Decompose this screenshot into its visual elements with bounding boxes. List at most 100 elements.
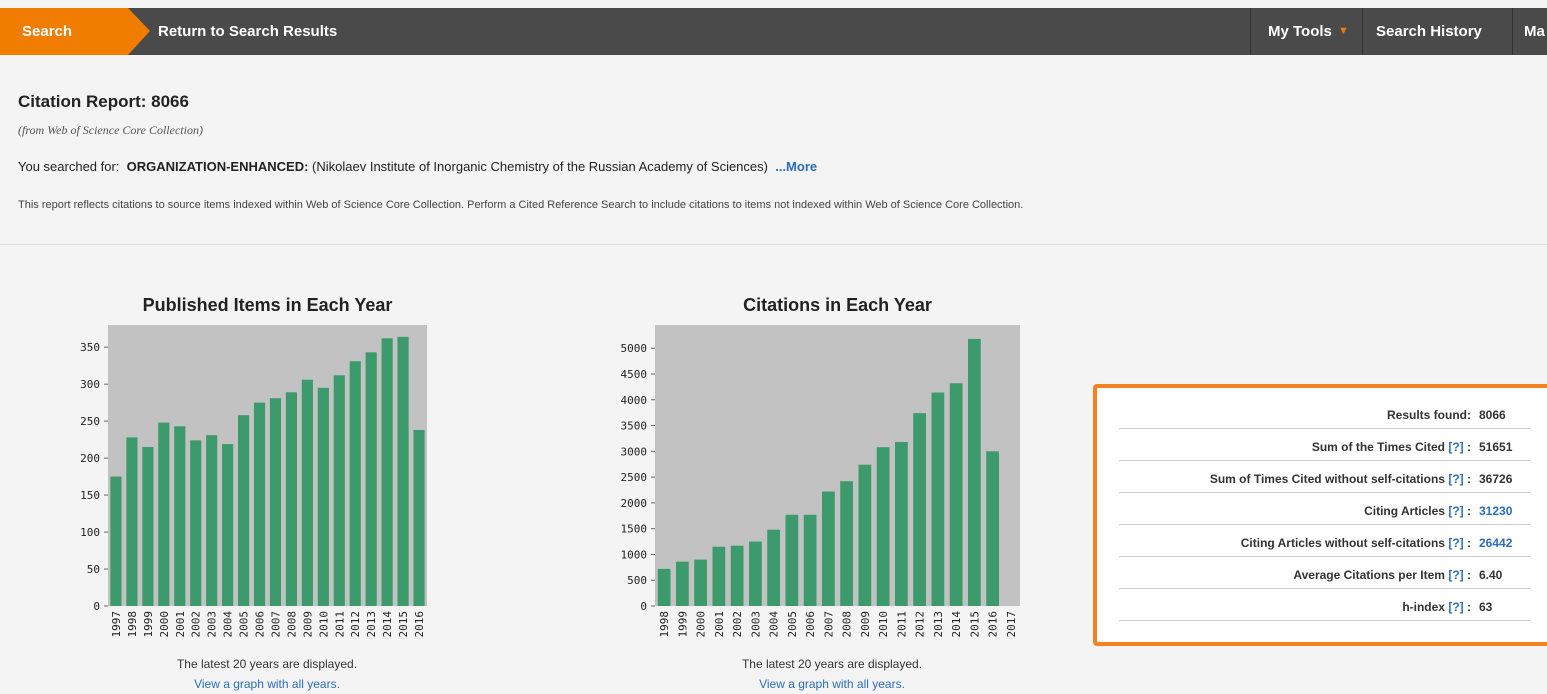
chart-note: The latest 20 years are displayed.: [741, 657, 923, 671]
help-link[interactable]: [?]: [1448, 568, 1464, 582]
bar: [413, 430, 425, 606]
stats-value: 26442: [1479, 536, 1513, 550]
y-tick-label: 1000: [621, 548, 648, 561]
x-tick-label: 2010: [317, 611, 330, 638]
chart: Citations in Each Year 0 500 1000 1500 2000 25…: [621, 295, 1020, 638]
x-tick-label: 2010: [877, 611, 890, 638]
stats-label: Results found:: [1387, 408, 1471, 422]
colon: :: [1467, 568, 1471, 582]
stats-label: Average Citations per Item: [1293, 568, 1445, 582]
my-tools[interactable]: My Tools: [1268, 23, 1332, 40]
help-link[interactable]: [?]: [1448, 600, 1464, 614]
bar: [657, 568, 671, 606]
colon: :: [1467, 440, 1471, 454]
bar: [253, 402, 266, 606]
report-title: Citation Report: 8066: [18, 92, 189, 111]
x-tick-label: 2012: [914, 611, 927, 638]
field: ORGANIZATION-ENHANCED:: [126, 159, 309, 174]
y-tick-label: 150: [80, 489, 100, 502]
x-tick-label: 2006: [254, 611, 267, 638]
dropdown-arrow[interactable]: ▼: [1338, 25, 1349, 37]
marked-list[interactable]: Ma: [1524, 23, 1545, 40]
x-tick-label: 2002: [731, 611, 744, 638]
query: (Nikolaev Institute of Inorganic Chemist…: [312, 159, 768, 174]
bar: [730, 545, 744, 606]
bar: [967, 338, 981, 606]
all-years-link[interactable]: View a graph with all years.: [194, 677, 340, 691]
chart-note: The latest 20 years are displayed.: [176, 657, 358, 671]
bar: [949, 383, 963, 606]
x-tick-label: 2011: [333, 611, 346, 638]
stats-value: 51651: [1479, 440, 1513, 454]
y-tick-label: 4500: [621, 368, 648, 381]
more-link[interactable]: ...More: [775, 159, 818, 174]
bar: [675, 561, 689, 606]
chart: Published Items in Each Year 0 50 100 150 200…: [80, 295, 427, 638]
help-link[interactable]: [?]: [1448, 504, 1464, 518]
x-tick-label: 1999: [676, 611, 689, 638]
search-tab[interactable]: [0, 8, 150, 55]
y-tick-label: 100: [80, 526, 100, 539]
stats-value: 63: [1479, 600, 1493, 614]
x-tick-label: 2004: [222, 611, 235, 638]
stats-label: Sum of Times Cited without self-citation…: [1209, 472, 1445, 486]
bar: [190, 440, 202, 606]
stats-row: Results found: 8066: [1119, 396, 1531, 429]
x-tick-label: 2007: [822, 611, 835, 638]
return-link[interactable]: Return to Search Results: [158, 23, 338, 40]
bar: [858, 464, 872, 606]
stats-label-group: Citing Articles without self-citations […: [1241, 536, 1471, 550]
stats-label: Citing Articles without self-citations: [1240, 536, 1445, 550]
bar: [269, 398, 282, 606]
x-tick-label: 2015: [397, 611, 410, 638]
stats-row: Sum of the Times Cited [?] :51651: [1119, 428, 1531, 461]
bar: [986, 451, 1000, 606]
bar: [301, 379, 313, 606]
stats-value: 36726: [1479, 472, 1513, 486]
y-tick-label: 2000: [621, 497, 648, 510]
x-tick-label: 2004: [768, 611, 781, 638]
chart-title: Published Items in Each Year: [143, 295, 393, 315]
source: (from Web of Science Core Collection): [18, 123, 203, 137]
y-tick-label: 3000: [621, 445, 648, 458]
bar: [913, 413, 927, 606]
chart-title: Citations in Each Year: [743, 295, 932, 315]
all-years-link[interactable]: View a graph with all years.: [759, 677, 905, 691]
bar: [126, 437, 138, 606]
stats-label-group: Average Citations per Item [?] :: [1293, 568, 1471, 582]
bar: [206, 435, 218, 606]
bar: [317, 387, 329, 606]
help-link[interactable]: [?]: [1448, 536, 1464, 550]
bar: [381, 338, 393, 606]
stats-label-group: Citing Articles [?] :: [1364, 504, 1471, 518]
y-tick-label: 200: [80, 452, 100, 465]
stats-label-group: h-index [?] :: [1402, 600, 1471, 614]
divider: [0, 244, 1547, 245]
x-tick-label: 2008: [285, 611, 298, 638]
bar: [840, 481, 854, 606]
bar: [285, 392, 298, 606]
bar: [712, 546, 726, 606]
x-tick-label: 2011: [895, 611, 908, 638]
bar: [931, 392, 945, 606]
bar: [349, 361, 361, 606]
searched-for: You searched for: ORGANIZATION-ENHANCED:…: [18, 159, 817, 174]
help-link[interactable]: [?]: [1448, 440, 1464, 454]
search-history[interactable]: Search History: [1376, 23, 1482, 40]
x-tick-label: 2007: [269, 611, 282, 638]
bar: [397, 336, 409, 606]
y-tick-label: 250: [80, 415, 100, 428]
bar: [142, 447, 154, 606]
search-tab-label[interactable]: Search: [22, 23, 73, 40]
help-link[interactable]: [?]: [1448, 472, 1464, 486]
stats-label: Sum of the Times Cited: [1311, 440, 1445, 454]
x-tick-label: 2013: [365, 611, 378, 638]
x-tick-label: 2015: [968, 611, 981, 638]
colon: :: [1467, 536, 1471, 550]
x-tick-label: 1998: [658, 611, 671, 638]
y-tick-label: 1500: [621, 523, 648, 536]
x-tick-label: 2009: [301, 611, 314, 638]
separator: [1512, 8, 1513, 55]
y-tick-label: 0: [640, 600, 647, 613]
bar: [365, 352, 377, 606]
